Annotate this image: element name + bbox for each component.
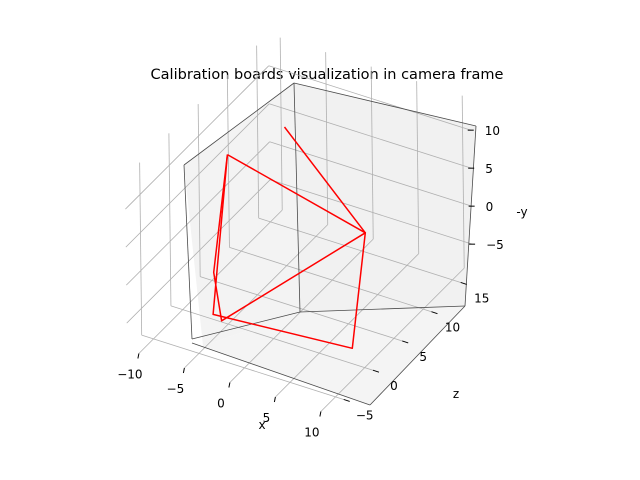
board-outline-2 — [212, 126, 367, 322]
back-grid-y-3 — [268, 65, 471, 131]
neg-y-tick-label: 0 — [486, 200, 494, 214]
floor-pane — [203, 306, 465, 405]
floor-grid-z-2 — [200, 276, 403, 342]
z-tick-mark — [402, 340, 409, 344]
top-left-edge — [183, 82, 295, 166]
left-grid-y-3 — [125, 65, 270, 210]
floor-grid-x-4 — [320, 267, 465, 412]
neg-y-tick-label: 5 — [485, 162, 493, 176]
left-grid-z-2 — [197, 104, 201, 277]
left-grid-z-4 — [256, 45, 260, 219]
back-grid-x-3 — [416, 81, 420, 254]
z-tick-label: 0 — [390, 379, 398, 393]
z-tick-label: 10 — [445, 321, 460, 335]
left-pane — [184, 83, 300, 346]
x-tick-mark — [228, 382, 231, 388]
x-ticks: −10 −5 0 5 10 — [117, 353, 322, 439]
calibration-boards — [212, 126, 367, 350]
chart-title: Calibration boards visualization in came… — [151, 67, 504, 83]
x-tick-label: 10 — [304, 425, 319, 439]
z-ticks: −5 0 5 10 — [467, 124, 504, 252]
axis-edges — [183, 82, 477, 406]
floor-grid-x-0 — [138, 209, 283, 354]
z-tick-label: 15 — [474, 291, 489, 305]
z-axis-label: -y — [516, 205, 527, 219]
z-tick-mark — [372, 369, 380, 373]
x-axis-line — [191, 342, 371, 406]
neg-y-tick-label: 10 — [485, 124, 500, 138]
z-tick-mark — [460, 281, 467, 285]
back-grid-y-0 — [269, 179, 473, 245]
left-vertical-edge — [183, 164, 193, 340]
x-tick-label: 5 — [263, 411, 271, 425]
z-tick-label: 5 — [419, 350, 427, 364]
left-grid-y-2 — [125, 103, 270, 248]
left-grid-z-3 — [226, 74, 230, 248]
back-grid-x-0 — [279, 37, 283, 211]
floor-grid-x-2 — [229, 238, 374, 383]
z-tick-mark — [431, 311, 438, 315]
grid-lines — [125, 37, 473, 412]
back-grid-x-1 — [325, 52, 329, 225]
x-tick-mark — [319, 411, 322, 417]
board-outline-1 — [212, 153, 367, 350]
y-axis-label: z — [453, 387, 459, 401]
left-grid-z-0 — [139, 162, 143, 336]
x-tick-mark — [182, 367, 185, 374]
floor-grid-z-1 — [170, 305, 374, 371]
x-tick-label: 0 — [217, 396, 225, 410]
back-grid-x-2 — [370, 66, 374, 240]
left-grid-z-1 — [168, 133, 172, 306]
x-tick-mark — [273, 396, 276, 403]
z-tick-mark — [343, 398, 350, 402]
back-pane — [294, 83, 476, 312]
x-tick-label: −10 — [117, 367, 142, 381]
y-axis-line — [369, 305, 466, 406]
z-axis-line — [464, 125, 477, 307]
y-ticks: −5 0 5 10 15 — [343, 281, 489, 422]
floor-grid-x-3 — [275, 253, 419, 398]
back-grid-y-2 — [269, 103, 472, 169]
neg-y-tick-label: −5 — [486, 238, 504, 252]
z-tick-label: −5 — [356, 408, 374, 422]
x-tick-mark — [137, 353, 140, 359]
floor-grid-z-0 — [141, 334, 344, 400]
floor-grid-z-3 — [229, 246, 432, 313]
top-back-edge — [293, 82, 477, 127]
back-grid-x-4 — [461, 95, 465, 269]
back-floor-edge — [299, 305, 466, 313]
left-grid-y-0 — [126, 179, 271, 324]
x-tick-label: −5 — [167, 382, 185, 396]
floor-grid-z-4 — [258, 217, 461, 283]
floor-grid-x-1 — [184, 224, 328, 369]
left-floor-edge — [191, 311, 301, 340]
x-axis-label: x — [258, 418, 265, 432]
